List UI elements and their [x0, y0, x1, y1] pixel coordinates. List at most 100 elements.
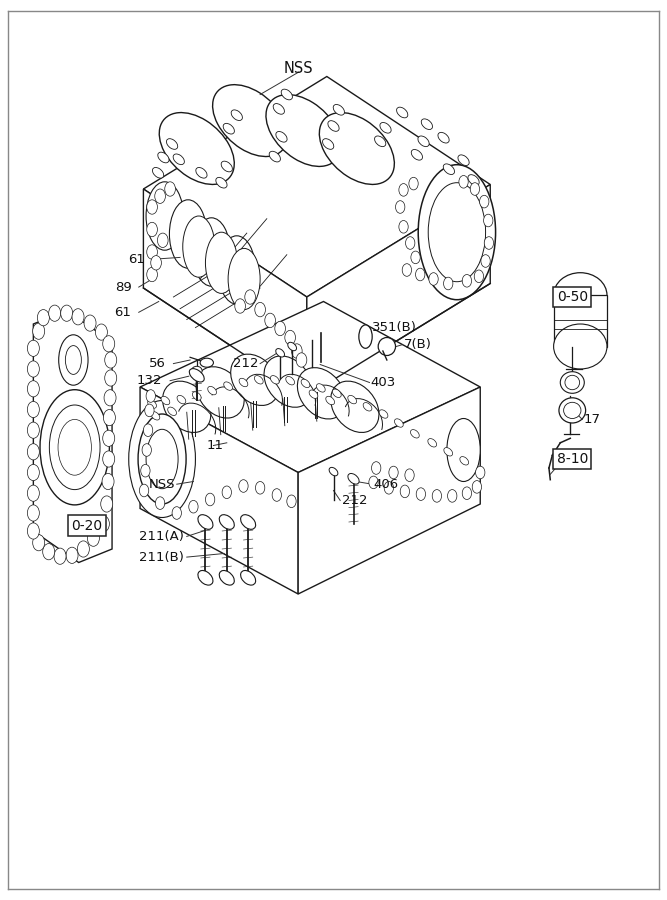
Ellipse shape: [129, 400, 195, 518]
Ellipse shape: [422, 119, 432, 130]
Ellipse shape: [363, 402, 372, 411]
Ellipse shape: [235, 299, 245, 313]
Text: 7(B): 7(B): [404, 338, 432, 351]
Polygon shape: [298, 387, 480, 594]
Ellipse shape: [560, 372, 584, 393]
Ellipse shape: [394, 418, 404, 427]
Ellipse shape: [40, 390, 109, 505]
Text: 351(B): 351(B): [372, 321, 417, 334]
Ellipse shape: [396, 201, 405, 213]
Ellipse shape: [245, 290, 255, 304]
Ellipse shape: [222, 486, 231, 499]
Ellipse shape: [389, 466, 398, 479]
Ellipse shape: [27, 505, 39, 521]
Ellipse shape: [219, 515, 234, 529]
Polygon shape: [143, 76, 490, 297]
Ellipse shape: [241, 571, 255, 585]
Ellipse shape: [418, 165, 496, 300]
Ellipse shape: [444, 447, 453, 456]
Ellipse shape: [147, 245, 157, 259]
Ellipse shape: [27, 523, 39, 539]
Ellipse shape: [216, 177, 227, 188]
Ellipse shape: [102, 473, 114, 490]
Ellipse shape: [223, 123, 234, 134]
Ellipse shape: [348, 395, 357, 404]
Ellipse shape: [459, 176, 468, 188]
Ellipse shape: [27, 340, 39, 356]
Ellipse shape: [285, 376, 295, 385]
Ellipse shape: [167, 139, 177, 149]
Ellipse shape: [462, 274, 472, 287]
Ellipse shape: [484, 237, 494, 249]
Ellipse shape: [239, 480, 248, 492]
Ellipse shape: [33, 323, 45, 339]
Ellipse shape: [406, 237, 415, 249]
Ellipse shape: [231, 354, 279, 406]
Ellipse shape: [189, 369, 204, 382]
Ellipse shape: [193, 218, 230, 286]
Ellipse shape: [151, 411, 160, 420]
Ellipse shape: [72, 309, 84, 325]
Ellipse shape: [200, 358, 213, 367]
Ellipse shape: [146, 182, 183, 250]
Polygon shape: [140, 302, 480, 472]
Ellipse shape: [348, 473, 359, 484]
Ellipse shape: [291, 344, 302, 358]
Ellipse shape: [103, 410, 115, 426]
Ellipse shape: [218, 236, 255, 304]
Ellipse shape: [416, 488, 426, 500]
Ellipse shape: [183, 216, 215, 277]
Ellipse shape: [416, 268, 425, 281]
Ellipse shape: [564, 402, 581, 418]
Ellipse shape: [296, 353, 307, 367]
Ellipse shape: [399, 184, 408, 196]
Ellipse shape: [264, 356, 312, 408]
Ellipse shape: [447, 418, 480, 482]
Ellipse shape: [141, 464, 150, 477]
Text: 132: 132: [137, 374, 162, 387]
Ellipse shape: [205, 493, 215, 506]
Ellipse shape: [472, 481, 482, 493]
Ellipse shape: [276, 131, 287, 142]
Ellipse shape: [95, 324, 107, 340]
Ellipse shape: [172, 507, 181, 519]
Ellipse shape: [139, 484, 149, 497]
Text: 56: 56: [149, 357, 165, 370]
Ellipse shape: [219, 571, 234, 585]
Ellipse shape: [103, 430, 115, 446]
Ellipse shape: [266, 94, 341, 166]
Ellipse shape: [470, 183, 480, 195]
Ellipse shape: [255, 302, 265, 317]
Ellipse shape: [287, 342, 297, 351]
Ellipse shape: [428, 438, 437, 447]
Ellipse shape: [231, 110, 242, 121]
Ellipse shape: [399, 220, 408, 233]
Ellipse shape: [565, 375, 580, 390]
Ellipse shape: [265, 313, 275, 328]
Ellipse shape: [105, 370, 117, 386]
Ellipse shape: [402, 264, 412, 276]
Ellipse shape: [103, 336, 115, 352]
Ellipse shape: [554, 324, 607, 369]
Ellipse shape: [223, 382, 233, 391]
Text: 0-50: 0-50: [557, 290, 588, 304]
Text: 8-10: 8-10: [556, 452, 588, 466]
Ellipse shape: [165, 182, 175, 196]
Ellipse shape: [189, 500, 198, 513]
Ellipse shape: [400, 485, 410, 498]
Ellipse shape: [480, 195, 489, 208]
Ellipse shape: [270, 375, 279, 384]
Ellipse shape: [97, 516, 109, 532]
Ellipse shape: [177, 395, 186, 404]
Ellipse shape: [147, 267, 157, 282]
Ellipse shape: [448, 490, 457, 502]
Ellipse shape: [255, 482, 265, 494]
Ellipse shape: [147, 200, 157, 214]
Ellipse shape: [272, 489, 281, 501]
Text: 406: 406: [374, 478, 399, 491]
Ellipse shape: [329, 467, 338, 476]
Ellipse shape: [169, 200, 207, 268]
Ellipse shape: [167, 407, 177, 416]
Ellipse shape: [444, 164, 454, 175]
Ellipse shape: [103, 451, 115, 467]
